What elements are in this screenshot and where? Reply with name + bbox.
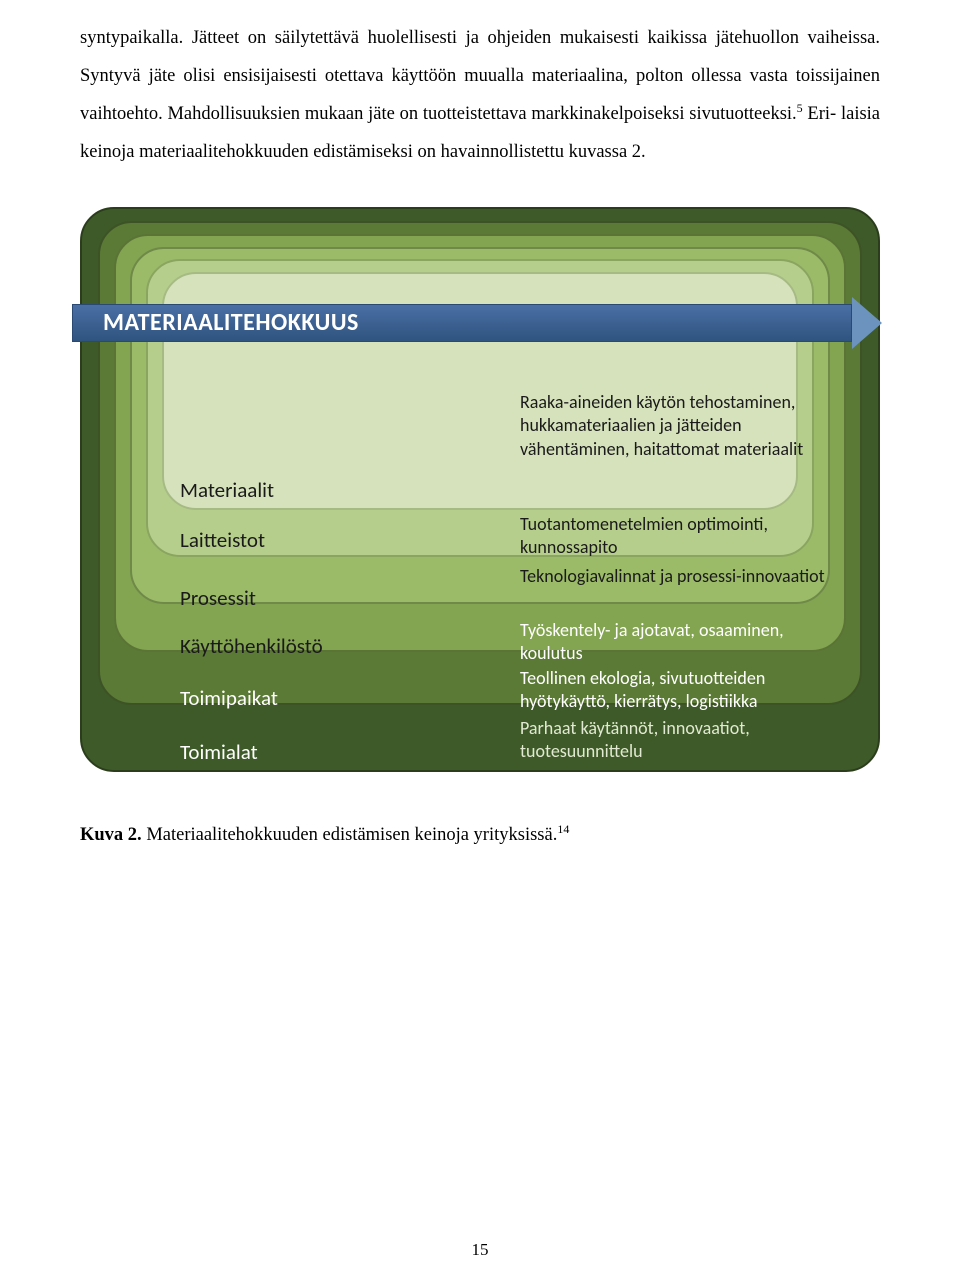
- layer-label: Toimipaikat: [180, 685, 278, 711]
- para-line: Eri-: [803, 104, 837, 124]
- layer-label: Prosessit: [180, 585, 256, 611]
- para-line: vaihtoehto. Mahdollisuuksien mukaan jäte…: [80, 104, 797, 124]
- para-line: Syntyvä jäte olisi ensisijaisesti otetta…: [80, 66, 880, 86]
- page-number: 15: [0, 1240, 960, 1260]
- para-line: syntypaikalla. Jätteet on säilytettävä h…: [80, 28, 880, 48]
- layer-description: Teollinen ekologia, sivutuotteiden hyöty…: [520, 667, 850, 714]
- figure-caption: Kuva 2. Materiaalitehokkuuden edistämise…: [80, 822, 880, 846]
- arrow-head-icon: [852, 297, 882, 349]
- title-arrow: MATERIAALITEHOKKUUS: [72, 299, 888, 347]
- layer-label: Laitteistot: [180, 527, 265, 553]
- footnote-ref: 14: [557, 822, 569, 836]
- layer-description: Parhaat käytännöt, innovaatiot, tuotesuu…: [520, 717, 850, 764]
- caption-text: Materiaalitehokkuuden edistämisen keinoj…: [142, 825, 558, 845]
- layer-description: Työskentely- ja ajotavat, osaaminen, kou…: [520, 619, 850, 666]
- layer-label: Materiaalit: [180, 477, 274, 503]
- layer-description: Tuotantomenetelmien optimointi, kunnossa…: [520, 513, 850, 560]
- body-paragraph: syntypaikalla. Jätteet on säilytettävä h…: [80, 20, 880, 172]
- material-efficiency-diagram: MATERIAALITEHOKKUUS Materiaalit Raaka-aine…: [80, 207, 880, 772]
- layer-description: Raaka-aineiden käytön tehostaminen, hukk…: [520, 391, 850, 461]
- diagram-title: MATERIAALITEHOKKUUS: [103, 308, 359, 337]
- arrow-body: MATERIAALITEHOKKUUS: [72, 304, 852, 342]
- layer-label: Toimialat: [180, 739, 258, 765]
- layer-label: Käyttöhenkilöstö: [180, 633, 323, 659]
- layer-description: Teknologiavalinnat ja prosessi-innovaati…: [520, 565, 850, 588]
- caption-label: Kuva 2.: [80, 825, 142, 845]
